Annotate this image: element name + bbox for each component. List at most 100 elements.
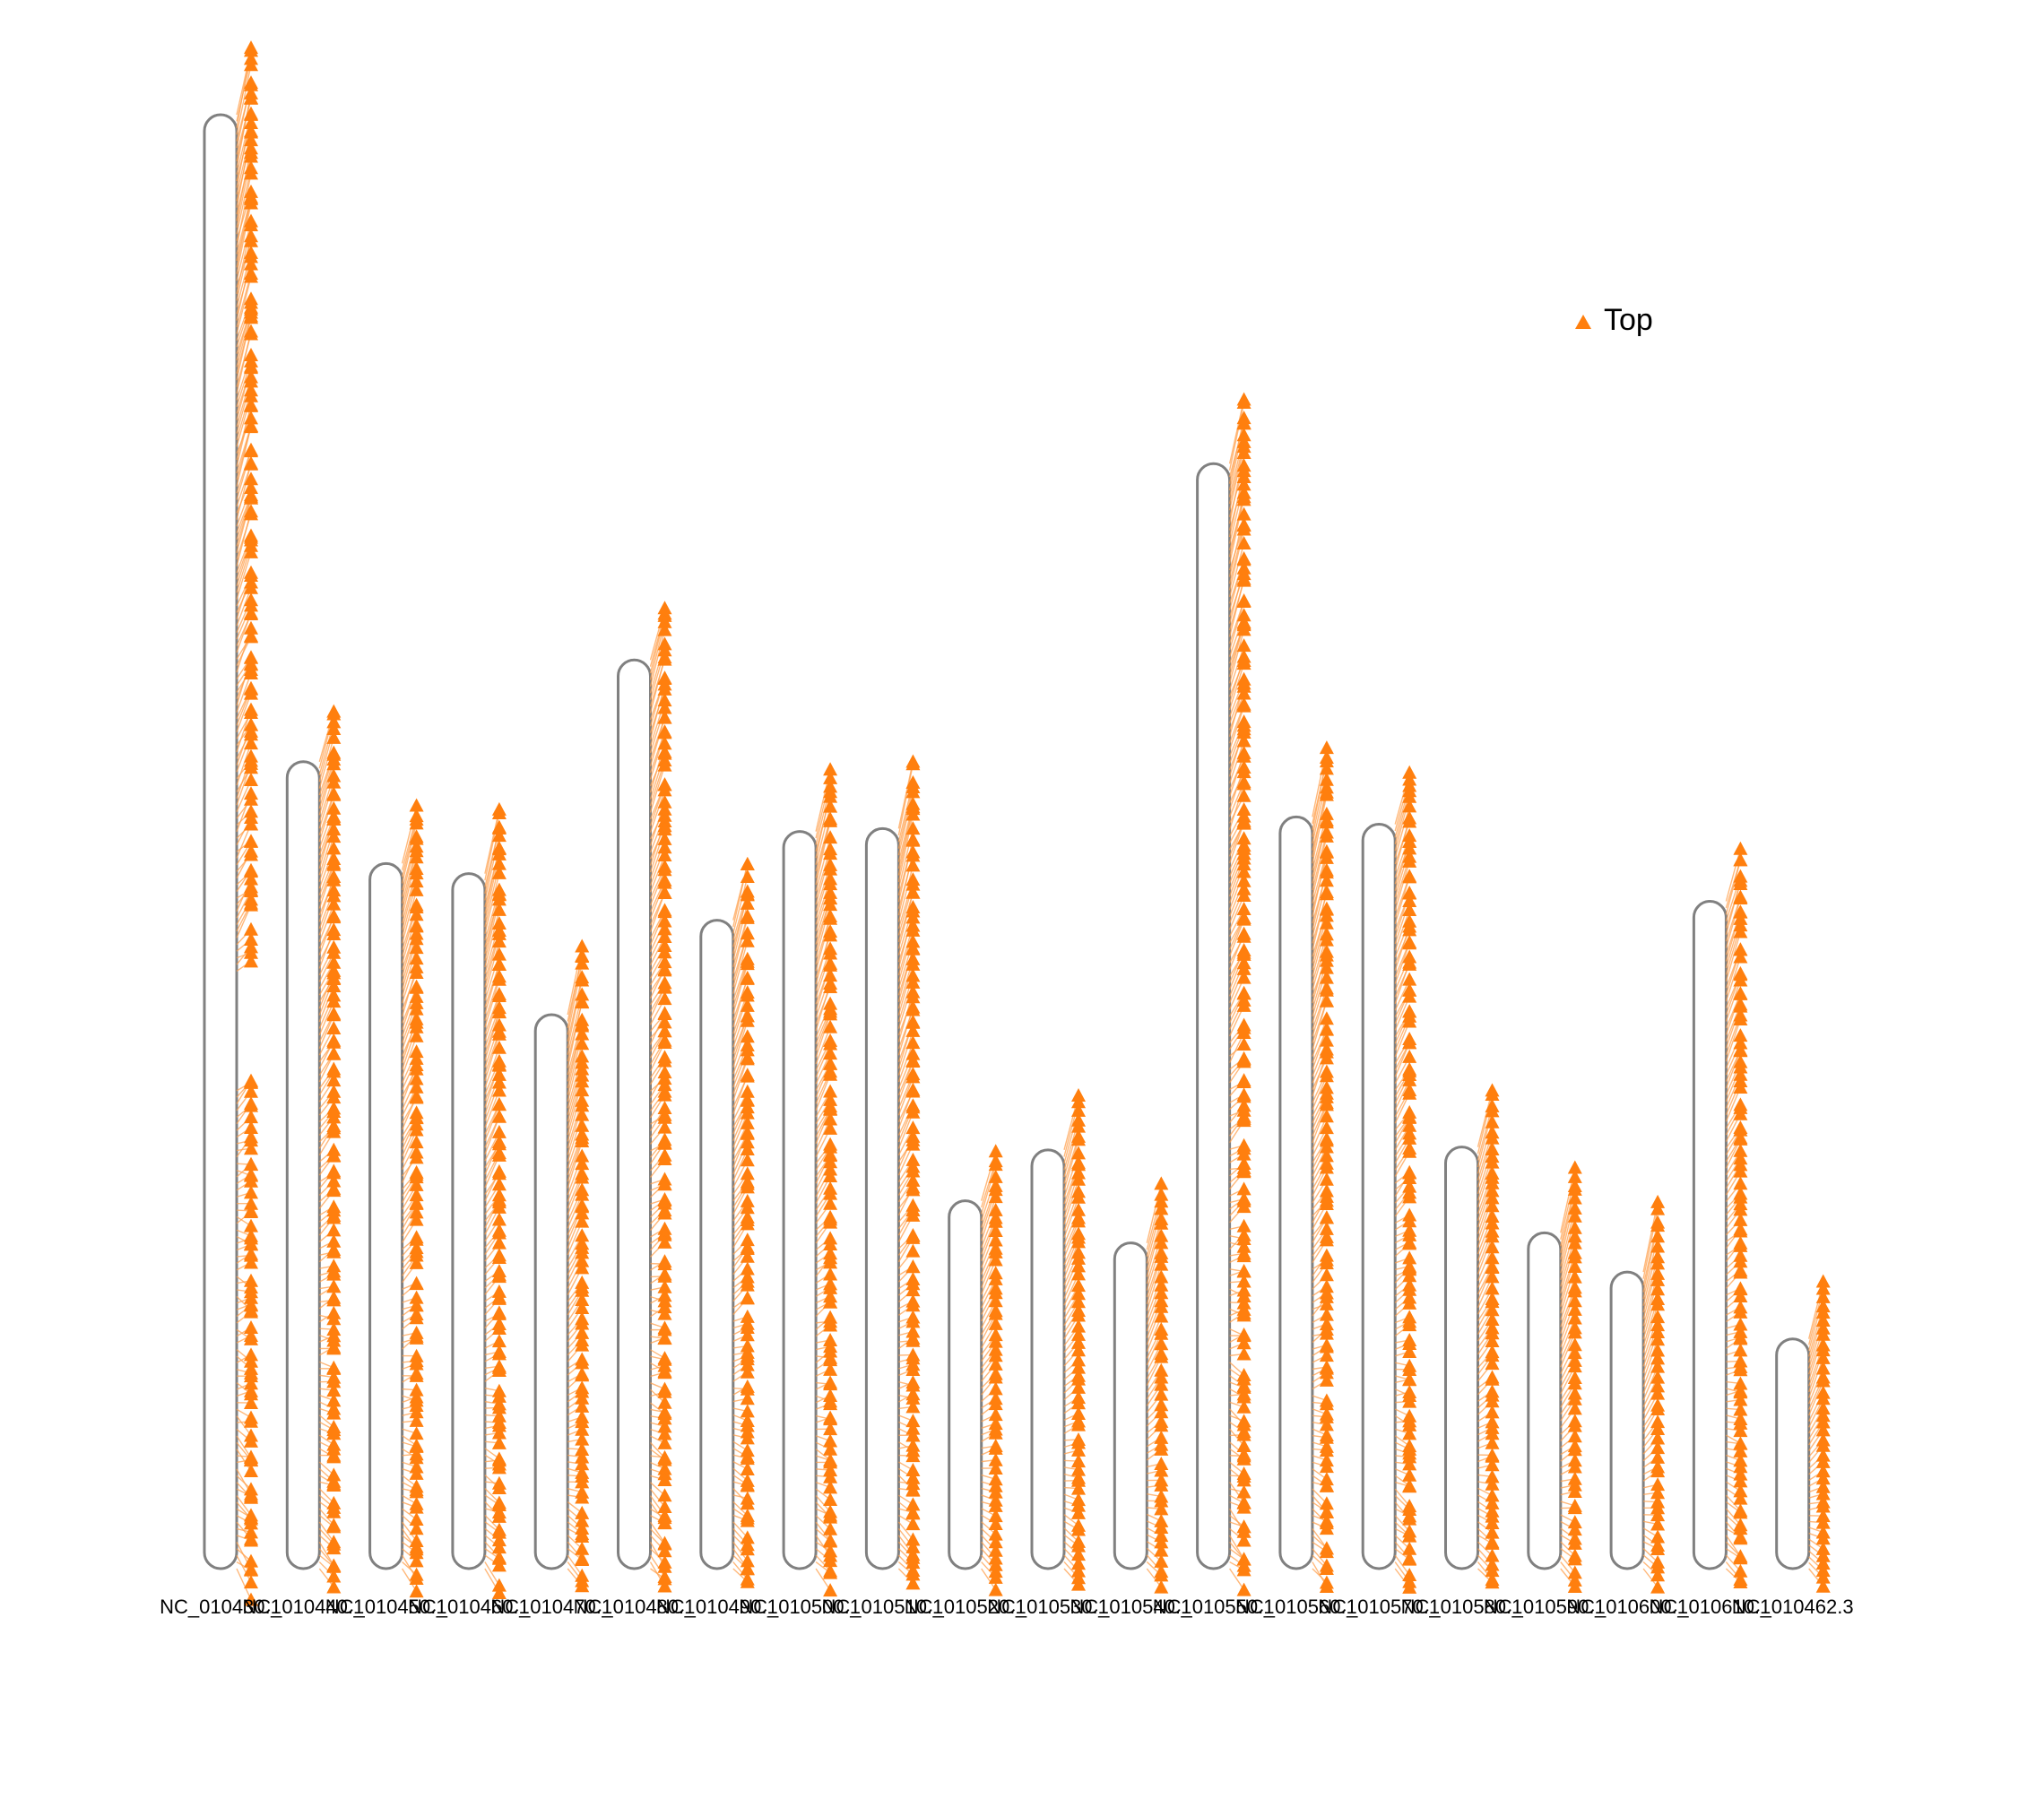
marker-triangle <box>1236 1387 1252 1401</box>
marker-triangle <box>740 1451 755 1466</box>
connector-line <box>236 1495 252 1516</box>
connector-line <box>1312 794 1328 864</box>
marker-triangle <box>491 1109 507 1123</box>
marker-triangle <box>740 1051 755 1066</box>
connector-line <box>815 852 831 905</box>
marker-triangle <box>1154 1377 1169 1391</box>
connector-line <box>1477 1162 1494 1208</box>
marker-triangle <box>1567 1418 1582 1432</box>
marker-triangle <box>244 444 258 458</box>
chromosome-19 <box>1692 900 1728 1570</box>
marker-triangle <box>575 1422 590 1436</box>
marker-triangle <box>409 1439 424 1453</box>
marker-triangle <box>1650 1402 1666 1416</box>
marker-triangle <box>244 727 258 741</box>
chromosome-14 <box>1278 815 1314 1570</box>
marker-triangle <box>905 1298 921 1312</box>
marker-triangle <box>1733 973 1748 987</box>
marker-triangle <box>988 1285 1003 1300</box>
marker-triangle <box>1650 1508 1666 1522</box>
marker-triangle <box>1650 1343 1666 1357</box>
marker-triangle <box>244 359 258 373</box>
connector-line <box>1725 980 1742 1022</box>
marker-triangle <box>1733 852 1748 867</box>
marker-triangle <box>657 1365 672 1380</box>
marker-triangle <box>1319 1068 1334 1083</box>
marker-triangle <box>409 1521 424 1535</box>
marker-triangle <box>905 1463 921 1477</box>
marker-triangle <box>1650 1318 1666 1332</box>
marker-triangle <box>1567 1459 1582 1474</box>
chromosome-6 <box>617 658 652 1570</box>
marker-triangle <box>1319 1504 1334 1518</box>
connector-line <box>236 1449 252 1472</box>
marker-triangle <box>1567 1293 1582 1308</box>
marker-triangle <box>491 926 507 940</box>
marker-triangle <box>740 1379 755 1393</box>
marker-triangle <box>988 1306 1003 1320</box>
marker-triangle <box>657 736 672 750</box>
marker-triangle <box>244 1218 258 1232</box>
marker-triangle <box>326 730 342 744</box>
marker-triangle <box>905 1120 921 1135</box>
marker-triangle <box>1236 506 1252 521</box>
marker-triangle <box>244 1592 258 1606</box>
marker-triangle <box>1733 873 1748 887</box>
marker-triangle <box>244 249 258 264</box>
marker-triangle <box>244 195 258 210</box>
marker-triangle <box>740 1357 755 1371</box>
marker-triangle <box>491 1212 507 1226</box>
marker-triangle <box>1071 1335 1086 1349</box>
marker-triangle <box>326 1183 342 1198</box>
marker-triangle <box>823 1310 838 1324</box>
marker-triangle <box>1236 477 1252 491</box>
connector-line <box>897 892 914 949</box>
marker-triangle <box>409 866 424 880</box>
connector-line <box>1312 1104 1328 1144</box>
marker-triangle <box>1236 535 1252 549</box>
marker-triangle <box>1154 1501 1169 1516</box>
marker-triangle <box>1236 864 1252 878</box>
marker-triangle <box>1402 1165 1417 1180</box>
marker-triangle <box>244 388 258 402</box>
chromosome-label: NC_010460.1 <box>408 1596 530 1618</box>
marker-triangle <box>244 1196 258 1210</box>
marker-triangle <box>740 1364 755 1379</box>
marker-triangle <box>1402 1014 1417 1028</box>
marker-triangle <box>1071 1454 1086 1468</box>
marker-triangle <box>823 1102 838 1116</box>
marker-triangle <box>988 1232 1003 1247</box>
marker-triangle <box>740 1530 755 1544</box>
connector-line <box>1725 860 1742 915</box>
marker-triangle <box>1236 1155 1252 1170</box>
marker-triangle <box>1485 1130 1500 1145</box>
marker-triangle <box>988 1527 1003 1541</box>
connector-line <box>1394 1541 1410 1560</box>
marker-triangle <box>1485 1311 1500 1326</box>
marker-triangle <box>1402 1085 1417 1100</box>
marker-triangle <box>988 1425 1003 1440</box>
marker-triangle <box>244 871 258 886</box>
marker-triangle <box>1402 1528 1417 1543</box>
marker-triangle <box>1815 1515 1831 1529</box>
marker-triangle <box>988 1182 1003 1197</box>
marker-triangle <box>491 1497 507 1511</box>
marker-triangle <box>740 1391 755 1405</box>
connector-line <box>484 812 500 881</box>
marker-triangle <box>905 1555 921 1570</box>
marker-triangle <box>326 908 342 922</box>
marker-triangle <box>491 1460 507 1475</box>
marker-triangle <box>657 1322 672 1336</box>
marker-triangle <box>575 1475 590 1489</box>
marker-triangle <box>657 1500 672 1514</box>
marker-triangle <box>244 580 258 594</box>
marker-triangle <box>575 1337 590 1352</box>
marker-triangle <box>244 1452 258 1466</box>
marker-triangle <box>1650 1379 1666 1393</box>
marker-triangle <box>988 1214 1003 1228</box>
marker-triangle <box>326 1008 342 1022</box>
marker-triangle <box>740 1574 755 1588</box>
marker-triangle <box>905 922 921 937</box>
connector-line <box>1808 1334 1824 1380</box>
marker-triangle <box>1319 1044 1334 1059</box>
